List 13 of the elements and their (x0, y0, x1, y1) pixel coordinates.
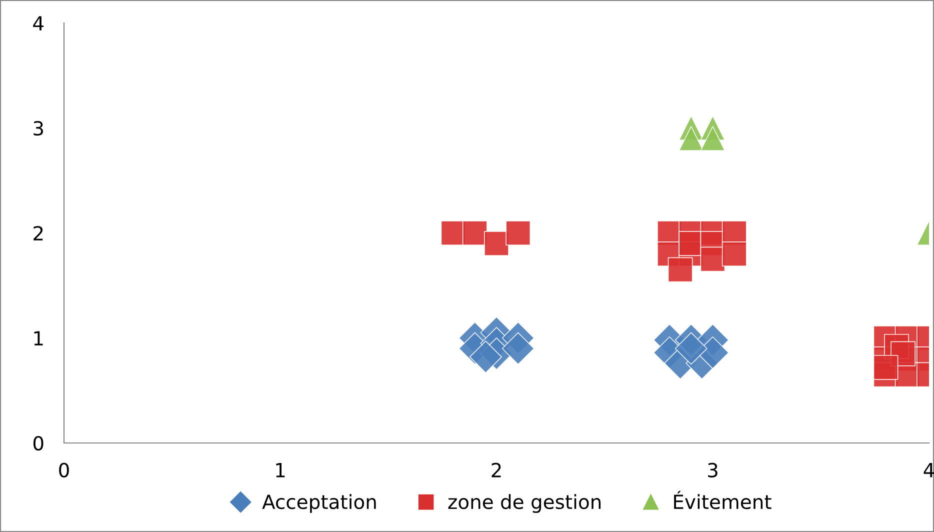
legend-label: Évitement (674, 490, 772, 510)
y-tick-label: 2 (34, 226, 43, 240)
y-tick-label: 4 (33, 16, 44, 30)
y-tick-label: 3 (34, 120, 43, 136)
legend-label: zone de gestion (448, 494, 601, 513)
x-tick-label: 3 (708, 462, 718, 478)
legend-label: Acceptation (262, 494, 376, 513)
x-tick-label: 1 (276, 463, 285, 478)
x-tick-label: 2 (492, 462, 501, 478)
y-tick-label: 0 (33, 436, 44, 451)
x-tick-label: 0 (59, 462, 69, 478)
y-tick-label: 1 (34, 331, 43, 346)
x-tick-label: 4 (924, 463, 934, 478)
